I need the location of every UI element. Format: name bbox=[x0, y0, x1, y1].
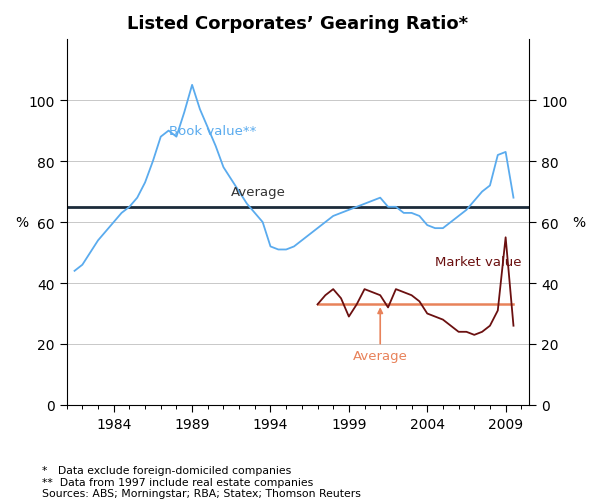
Y-axis label: %: % bbox=[15, 215, 28, 229]
Title: Listed Corporates’ Gearing Ratio*: Listed Corporates’ Gearing Ratio* bbox=[127, 15, 469, 33]
Text: Average: Average bbox=[353, 310, 407, 363]
Y-axis label: %: % bbox=[572, 215, 585, 229]
Text: Average: Average bbox=[231, 185, 286, 198]
Text: *   Data exclude foreign-domiciled companies
**  Data from 1997 include real est: * Data exclude foreign-domiciled compani… bbox=[42, 465, 361, 498]
Text: Book value**: Book value** bbox=[169, 124, 256, 137]
Text: Market value: Market value bbox=[435, 256, 521, 268]
